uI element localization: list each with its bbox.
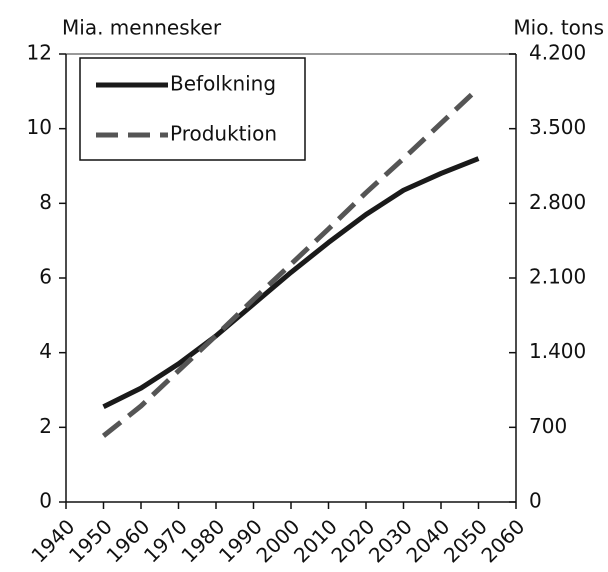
legend-box [79, 57, 306, 161]
y2-tick-label: 700 [529, 414, 567, 438]
x-tick-label: 1940 [26, 514, 79, 567]
y-tick-label: 12 [27, 41, 52, 65]
y-tick-label: 6 [39, 265, 52, 289]
y-tick-label: 10 [27, 115, 52, 139]
line-series [101, 86, 481, 438]
y2-tick-label: 2.800 [529, 190, 586, 214]
x-tick-label: 2020 [326, 514, 379, 567]
y2-tick-label: 4.200 [529, 41, 586, 65]
y2-axis-label: Mio. tons [513, 16, 604, 40]
y-axis-label: Mia. mennesker [62, 16, 222, 40]
x-tick-label: 1980 [176, 514, 229, 567]
line-series [102, 156, 480, 410]
x-tick-label: 2060 [476, 514, 529, 567]
x-tick-label: 2000 [251, 514, 304, 567]
y2-tick-label: 2.100 [529, 265, 586, 289]
legend-label: Produktion [170, 122, 277, 146]
x-tick-label: 1950 [64, 514, 117, 567]
y-tick-label: 8 [39, 190, 52, 214]
y-tick-label: 2 [39, 414, 52, 438]
x-tick-label: 1960 [101, 514, 154, 567]
y2-tick-label: 3.500 [529, 115, 586, 139]
y-tick-label: 0 [39, 489, 52, 513]
x-tick-label: 2050 [439, 514, 492, 567]
x-tick-label: 1970 [139, 514, 192, 567]
y-tick-label: 4 [39, 339, 52, 363]
x-tick-label: 2030 [364, 514, 417, 567]
x-tick-label: 2010 [289, 514, 342, 567]
x-tick-label: 2040 [401, 514, 454, 567]
y2-tick-label: 0 [529, 489, 542, 513]
legend-label: Befolkning [170, 72, 276, 96]
y2-tick-label: 1.400 [529, 339, 586, 363]
x-tick-label: 1990 [214, 514, 267, 567]
